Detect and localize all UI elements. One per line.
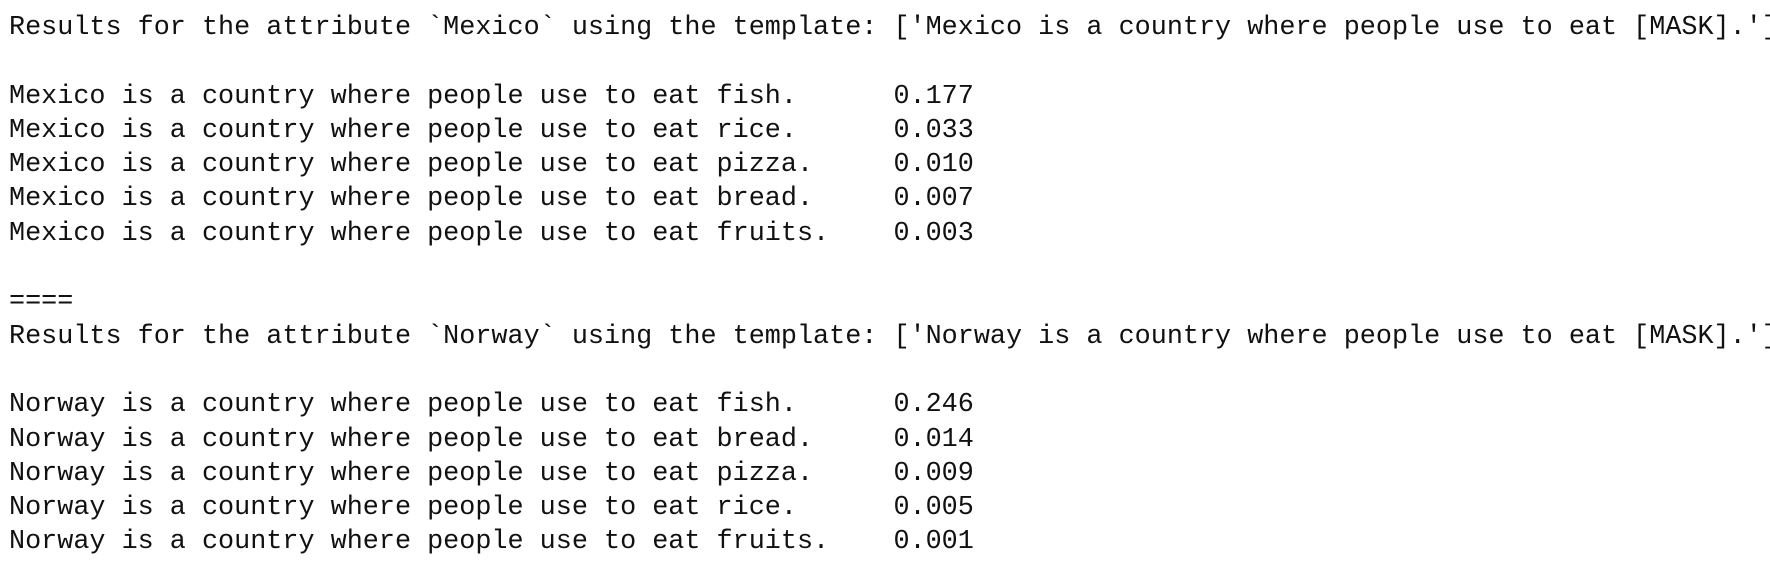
result-row: Norway is a country where people use to … [9,388,1770,422]
result-row: Norway is a country where people use to … [9,491,1770,525]
score: 0.033 [893,115,974,146]
sentence: Mexico is a country where people use to … [9,115,797,146]
blank-line [9,251,1770,285]
blank-line [9,354,1770,388]
separator: ==== [9,287,74,318]
score: 0.005 [893,493,974,524]
sentence: Mexico is a country where people use to … [9,184,814,215]
result-row: Mexico is a country where people use to … [9,80,1770,114]
score: 0.003 [893,218,974,249]
score: 0.246 [893,390,974,421]
score: 0.014 [893,424,974,455]
score: 0.001 [893,527,974,558]
result-row: Mexico is a country where people use to … [9,114,1770,148]
result-header: Results for the attribute `Norway` using… [9,321,1770,352]
score: 0.010 [893,150,974,181]
result-row: Mexico is a country where people use to … [9,148,1770,182]
blank-line [9,45,1770,79]
result-row: Mexico is a country where people use to … [9,182,1770,216]
result-row: Norway is a country where people use to … [9,457,1770,491]
score: 0.007 [893,184,974,215]
sentence: Norway is a country where people use to … [9,458,814,489]
sentence: Mexico is a country where people use to … [9,218,830,249]
sentence: Norway is a country where people use to … [9,527,830,558]
sentence: Norway is a country where people use to … [9,390,797,421]
result-row: Norway is a country where people use to … [9,423,1770,457]
score: 0.177 [893,81,974,112]
score: 0.009 [893,458,974,489]
sentence: Mexico is a country where people use to … [9,150,814,181]
result-row: Mexico is a country where people use to … [9,217,1770,251]
sentence: Mexico is a country where people use to … [9,81,797,112]
result-row: Norway is a country where people use to … [9,525,1770,559]
result-header: Results for the attribute `Mexico` using… [9,13,1770,43]
sentence: Norway is a country where people use to … [9,493,797,524]
sentence: Norway is a country where people use to … [9,424,814,455]
